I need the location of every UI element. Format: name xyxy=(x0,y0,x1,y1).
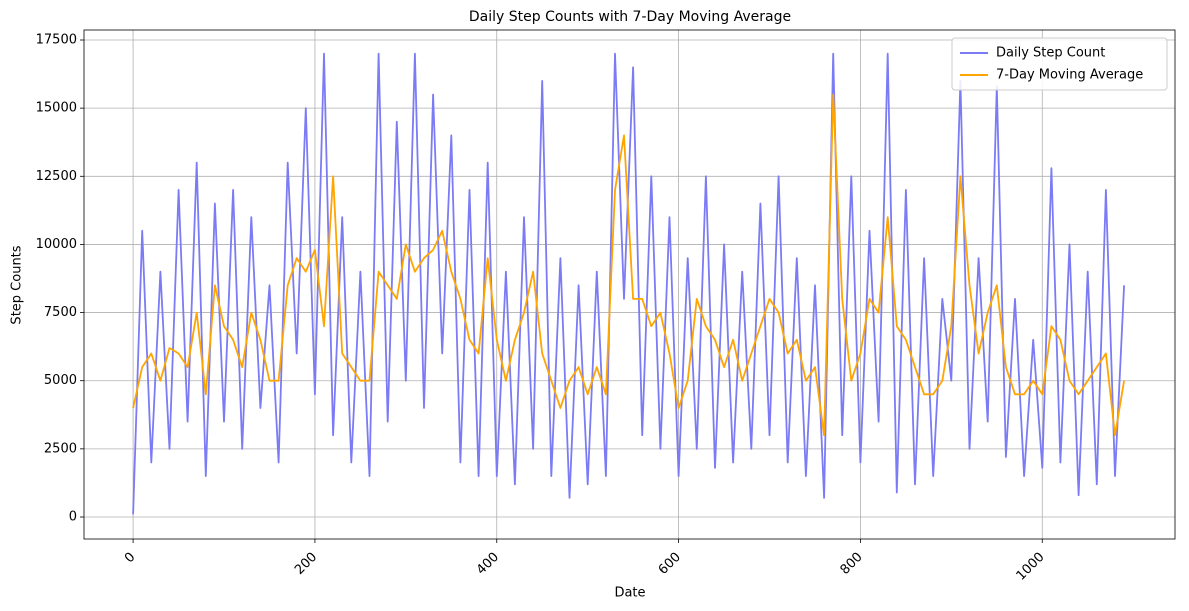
x-tick-label: 600 xyxy=(656,550,684,578)
legend-label: 7-Day Moving Average xyxy=(996,68,1143,83)
x-tick-label: 800 xyxy=(838,550,866,578)
chart-title: Daily Step Counts with 7-Day Moving Aver… xyxy=(469,9,791,25)
y-tick-label: 5000 xyxy=(44,373,77,388)
series-line xyxy=(132,93,1125,437)
y-axis-label: Step Counts xyxy=(10,245,25,324)
x-tick-label: 1000 xyxy=(1014,550,1048,584)
plot-frame xyxy=(83,29,1176,540)
y-tick-label: 10000 xyxy=(36,237,77,252)
y-tick-label: 2500 xyxy=(44,441,77,456)
y-tick-label: 0 xyxy=(69,510,77,525)
x-tick-label: 200 xyxy=(292,550,320,578)
y-tick-label: 15000 xyxy=(36,101,77,116)
series-line xyxy=(132,52,1125,515)
legend-box xyxy=(951,37,1168,91)
x-tick-label: 0 xyxy=(122,550,138,566)
y-tick-label: 12500 xyxy=(36,169,77,184)
legend-label: Daily Step Count xyxy=(996,46,1105,61)
x-axis-label: Date xyxy=(614,586,645,601)
y-tick-label: 7500 xyxy=(44,305,77,320)
y-tick-label: 17500 xyxy=(36,33,77,48)
x-tick-label: 400 xyxy=(474,550,502,578)
